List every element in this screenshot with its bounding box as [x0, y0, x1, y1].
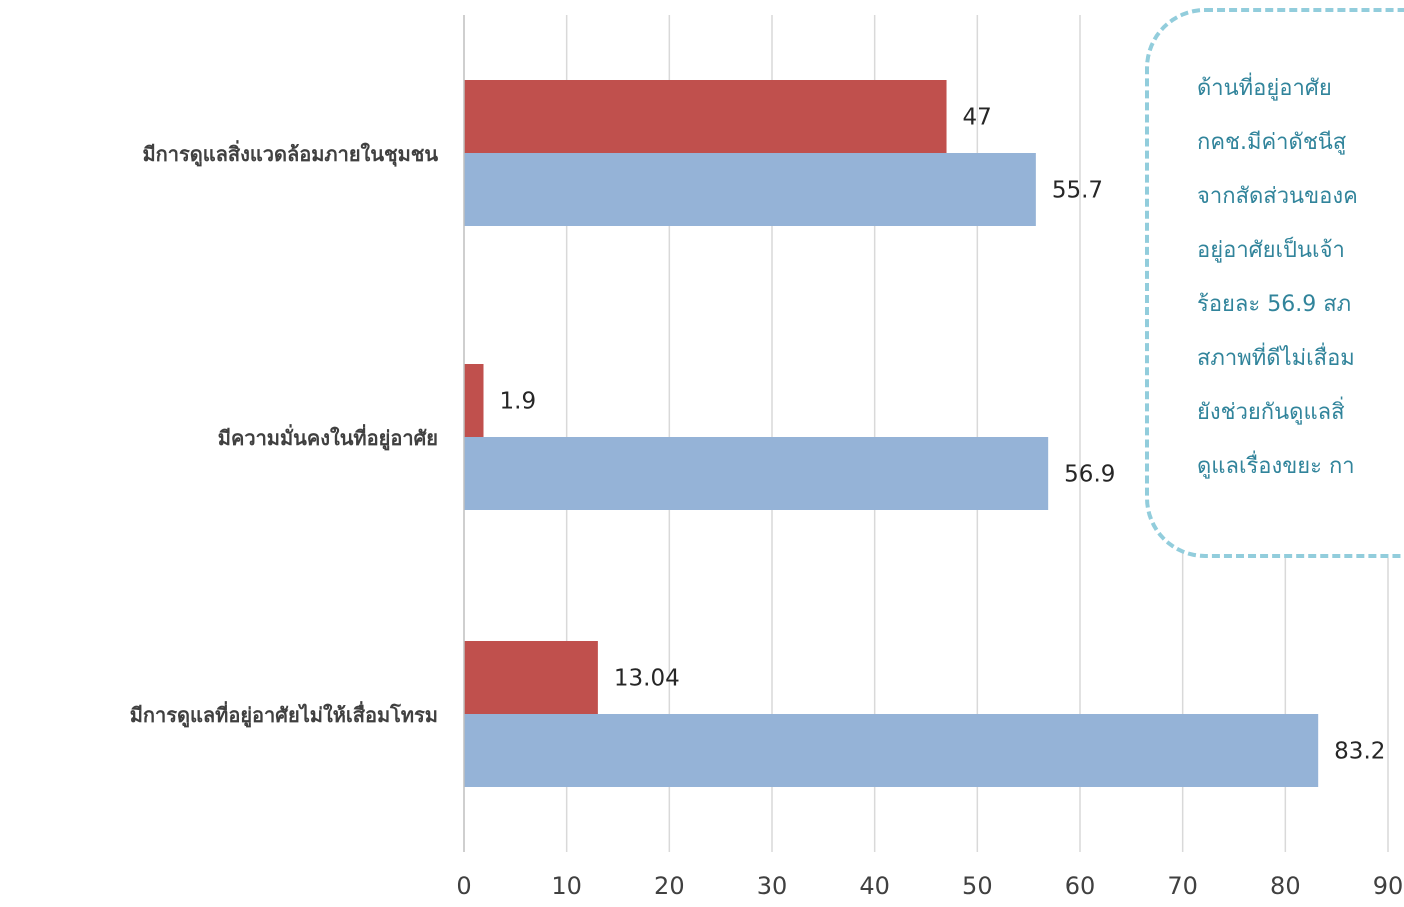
callout-line: อยู่อาศัยเป็นเจ้า: [1197, 238, 1345, 263]
x-tick-label: 50: [962, 872, 993, 900]
data-label: 13.04: [614, 666, 680, 692]
callout-line: กคช.มีค่าดัชนีสู: [1197, 130, 1347, 155]
data-label: 83.2: [1334, 739, 1385, 765]
x-tick-label: 70: [1167, 872, 1198, 900]
callout-line: ด้านที่อยู่อาศัย: [1197, 76, 1332, 101]
data-label: 47: [963, 105, 992, 131]
category-label: มีการดูแลที่อยู่อาศัยไม่ให้เสื่อมโทรม: [130, 700, 438, 729]
category-labels: มีการดูแลสิ่งแวดล้อมภายในชุมชนมีความมั่น…: [130, 139, 439, 729]
callout-box: ด้านที่อยู่อาศัยกคช.มีค่าดัชนีสูจากสัดส่…: [1145, 8, 1404, 558]
category-label: มีความมั่นคงในที่อยู่อาศัย: [218, 423, 438, 452]
data-label: 1.9: [500, 389, 537, 415]
bar-blue: [464, 437, 1049, 510]
x-tick-label: 60: [1065, 872, 1096, 900]
x-tick-labels: 0 10 20 30 40 50 60 70 80 90: [456, 872, 1403, 900]
x-tick-label: 20: [654, 872, 685, 900]
callout-line: ร้อยละ 56.9 สภ: [1197, 292, 1352, 317]
bar-blue: [464, 714, 1319, 787]
callout-line: สภาพที่ดีไม่เสื่อม: [1197, 346, 1355, 371]
bar-red: [464, 80, 947, 153]
data-label: 56.9: [1064, 462, 1115, 488]
callout-line: ยังช่วยกันดูแลสิ่: [1197, 400, 1345, 425]
data-labels: 47 55.7 1.9 56.9 13.04 83.2: [500, 105, 1386, 765]
x-tick-label: 80: [1270, 872, 1301, 900]
bar-red: [464, 641, 598, 714]
data-label: 55.7: [1052, 178, 1103, 204]
x-tick-label: 90: [1373, 872, 1404, 900]
x-tick-label: 0: [456, 872, 471, 900]
bar-red: [464, 364, 484, 437]
category-label: มีการดูแลสิ่งแวดล้อมภายในชุมชน: [142, 139, 438, 168]
x-tick-label: 10: [551, 872, 582, 900]
x-tick-label: 30: [757, 872, 788, 900]
bar-blue: [464, 153, 1036, 226]
callout-text: ด้านที่อยู่อาศัยกคช.มีค่าดัชนีสูจากสัดส่…: [1197, 62, 1358, 494]
callout-line: ดูแลเรื่องขยะ กา: [1197, 454, 1355, 479]
x-tick-label: 40: [859, 872, 890, 900]
callout-line: จากสัดส่วนของค: [1197, 184, 1358, 209]
bars: [464, 80, 1319, 787]
